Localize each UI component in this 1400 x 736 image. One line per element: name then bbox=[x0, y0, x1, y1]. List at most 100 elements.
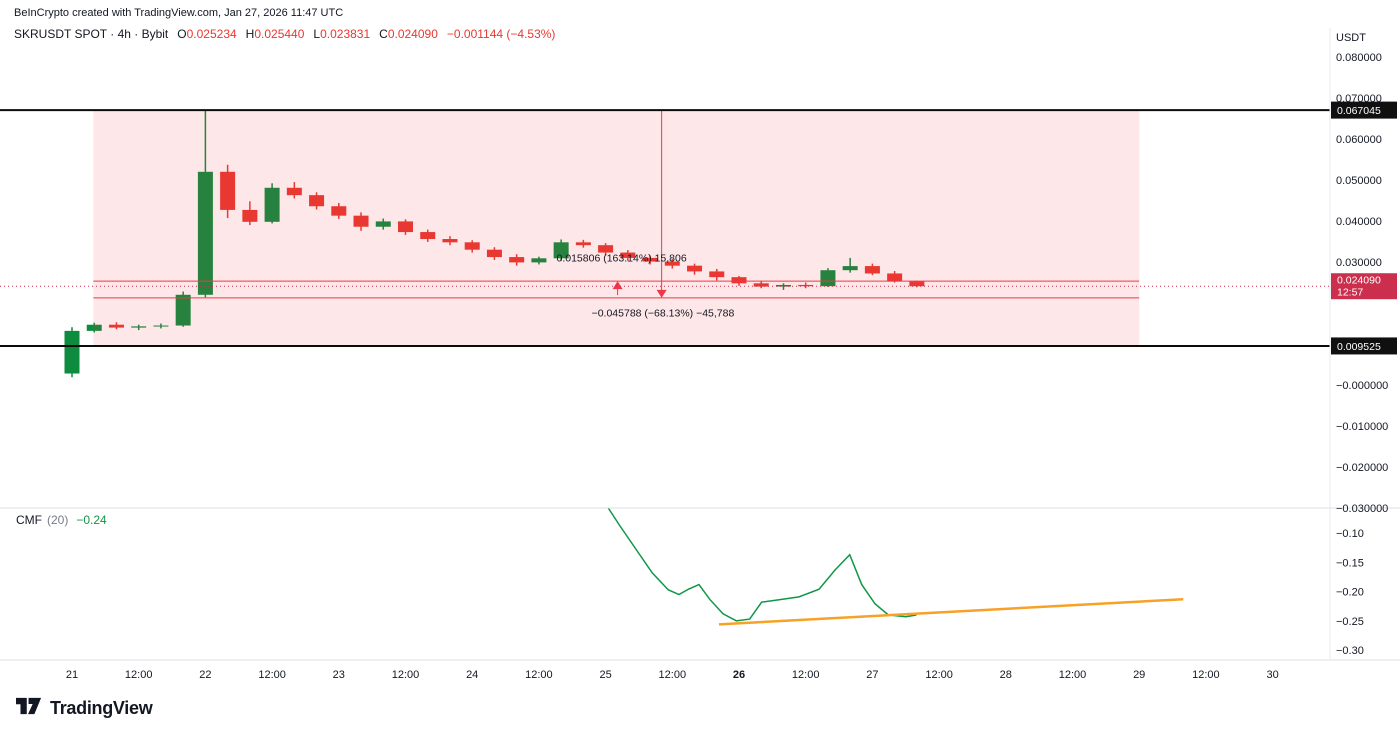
time-tick-label: 30 bbox=[1266, 669, 1278, 681]
measure-box bbox=[93, 110, 1140, 346]
time-tick-label: 12:00 bbox=[792, 669, 820, 681]
candle-body bbox=[398, 221, 413, 233]
cmf-plot[interactable] bbox=[607, 508, 1184, 626]
footer: TradingView bbox=[16, 697, 153, 720]
price-tick-label: 0.030000 bbox=[1336, 257, 1382, 269]
ohlc-open-value: 0.025234 bbox=[186, 27, 237, 41]
candle-body bbox=[687, 265, 703, 272]
time-axis[interactable]: 21 12:00 22 12:00 23 12:00 24 12:00 25 12:00 26 12:… bbox=[66, 669, 1279, 681]
price-tick-label: 0.060000 bbox=[1336, 134, 1382, 146]
tradingview-logo-icon[interactable] bbox=[16, 697, 42, 720]
price-tick-label: 0.050000 bbox=[1336, 175, 1382, 187]
ohlc-high: H0.025440 bbox=[246, 27, 305, 41]
cmf-tick-label: −0.25 bbox=[1336, 616, 1364, 628]
candle-body bbox=[153, 325, 169, 327]
candlestick-series[interactable] bbox=[64, 110, 925, 378]
time-tick-label: 12:00 bbox=[1192, 669, 1220, 681]
candle-body bbox=[820, 270, 836, 287]
time-tick-label: 12:00 bbox=[525, 669, 553, 681]
time-tick-label: 12:00 bbox=[392, 669, 420, 681]
candle-body bbox=[464, 242, 480, 250]
axis-currency-label: USDT bbox=[1336, 32, 1366, 44]
candle-body bbox=[220, 171, 236, 210]
trend-line[interactable] bbox=[718, 597, 1184, 626]
indicator-name[interactable]: CMF bbox=[16, 513, 42, 527]
measure-annotation: 0.015806 (163.14%) 15,806 bbox=[557, 253, 687, 265]
time-tick-label: 22 bbox=[199, 669, 211, 681]
time-tick-label: 23 bbox=[333, 669, 345, 681]
ohlc-open: O0.025234 bbox=[177, 27, 236, 41]
time-tick-label: 29 bbox=[1133, 669, 1145, 681]
time-tick-label: 27 bbox=[866, 669, 878, 681]
cmf-tick-label: −0.15 bbox=[1336, 557, 1364, 569]
price-level-badge bbox=[1331, 101, 1397, 119]
cmf-tick-label: −0.20 bbox=[1336, 587, 1364, 599]
price-tick-label: 0.040000 bbox=[1336, 216, 1382, 228]
time-tick-label: 26 bbox=[733, 669, 745, 681]
ohlc-low-value: 0.023831 bbox=[320, 27, 371, 41]
candle-body bbox=[420, 232, 436, 240]
measure-tool[interactable]: 0.015806 (163.14%) 15,806 −0.045788 (−68.… bbox=[93, 110, 1140, 346]
time-tick-label: 21 bbox=[66, 669, 78, 681]
candle-body bbox=[642, 257, 658, 262]
candle-body bbox=[598, 245, 614, 253]
candle-body bbox=[798, 284, 814, 287]
candle-body bbox=[353, 215, 369, 227]
candle-body bbox=[264, 187, 280, 222]
price-tick-label: −0.020000 bbox=[1336, 462, 1388, 474]
price-tick-label: −0.010000 bbox=[1336, 421, 1388, 433]
time-tick-label: 24 bbox=[466, 669, 478, 681]
time-tick-label: 12:00 bbox=[258, 669, 286, 681]
last-price-badge-label: 0.024090 bbox=[1337, 275, 1381, 287]
indicator-params: (20) bbox=[47, 513, 69, 527]
ohlc-low: L0.023831 bbox=[313, 27, 370, 41]
symbol-title[interactable]: SKRUSDT SPOT · 4h · Bybit bbox=[14, 27, 169, 41]
candle-body bbox=[175, 294, 191, 326]
cmf-tick-label: −0.30 bbox=[1336, 645, 1364, 657]
candle-body bbox=[242, 209, 258, 222]
ohlc-low-label: L bbox=[313, 27, 321, 41]
time-tick-label: 25 bbox=[599, 669, 611, 681]
time-tick-label: 12:00 bbox=[659, 669, 687, 681]
candle-body bbox=[664, 261, 680, 266]
price-level-badge bbox=[1331, 337, 1397, 355]
down-arrow-icon bbox=[656, 289, 667, 298]
price-tick-label: −0.000000 bbox=[1336, 380, 1388, 392]
ohlc-high-value: 0.025440 bbox=[254, 27, 305, 41]
price-change: −0.001144 (−4.53%) bbox=[446, 27, 556, 41]
candle-body bbox=[331, 206, 347, 216]
candle-body bbox=[197, 171, 213, 295]
candle-body bbox=[442, 239, 458, 243]
last-price-badge bbox=[1331, 273, 1397, 300]
candle-body bbox=[286, 187, 302, 196]
candle-body bbox=[620, 252, 636, 258]
candle-body bbox=[309, 195, 325, 207]
indicator-legend: CMF (20) −0.24 bbox=[16, 513, 107, 527]
price-tick-label: 0.080000 bbox=[1336, 52, 1382, 64]
candle-body bbox=[486, 249, 502, 258]
price-tick-label: −0.030000 bbox=[1336, 503, 1388, 515]
candle-body bbox=[909, 281, 925, 287]
attribution-text: BeInCrypto created with TradingView.com,… bbox=[14, 7, 344, 19]
candle-body bbox=[131, 326, 147, 328]
price-axis[interactable]: USDT0.0800000.0700000.0600000.0500000.04… bbox=[1331, 32, 1397, 657]
ohlc-close: C0.024090 bbox=[379, 27, 438, 41]
measure-annotation: −0.045788 (−68.13%) −45,788 bbox=[592, 308, 735, 320]
candle-body bbox=[709, 271, 725, 278]
tradingview-brand-text[interactable]: TradingView bbox=[50, 698, 153, 718]
time-tick-label: 28 bbox=[1000, 669, 1012, 681]
candle-body bbox=[575, 242, 591, 246]
ohlc-close-value: 0.024090 bbox=[387, 27, 438, 41]
up-arrow-icon bbox=[612, 281, 623, 290]
candle-body bbox=[887, 273, 903, 282]
candle-body bbox=[375, 221, 391, 227]
candle-body bbox=[108, 324, 124, 328]
candle-body bbox=[842, 266, 858, 271]
cmf-line bbox=[607, 508, 917, 622]
ohlc-high-label: H bbox=[245, 27, 255, 41]
ohlc-close-label: C bbox=[379, 27, 388, 41]
ohlc-open-label: O bbox=[177, 27, 187, 41]
candle-body bbox=[64, 330, 80, 374]
candle-body bbox=[775, 284, 791, 287]
